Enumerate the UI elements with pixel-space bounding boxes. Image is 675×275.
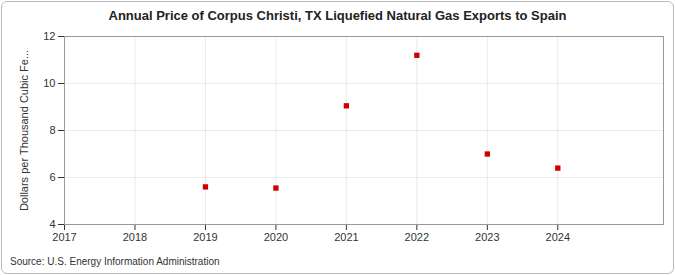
html-text:Annual Price of Corpus Christi: Annual Price of Corpus Christi, TX Lique… bbox=[108, 8, 567, 23]
svg-text:8: 8 bbox=[49, 124, 55, 136]
svg-text:2019: 2019 bbox=[193, 231, 217, 243]
svg-text:10: 10 bbox=[43, 77, 55, 89]
svg-text:2021: 2021 bbox=[334, 231, 358, 243]
svg-text:2022: 2022 bbox=[405, 231, 429, 243]
html-text:Source: U.S. Energy Informatio: Source: U.S. Energy Information Administ… bbox=[10, 256, 220, 267]
svg-text:2024: 2024 bbox=[546, 231, 570, 243]
svg-text:2017: 2017 bbox=[52, 231, 76, 243]
svg-text:2018: 2018 bbox=[123, 231, 147, 243]
svg-text:12: 12 bbox=[43, 30, 55, 42]
svg-text:6: 6 bbox=[49, 171, 55, 183]
svg-text:2023: 2023 bbox=[475, 231, 499, 243]
svg-text:Dollars per Thousand Cubic Fe.: Dollars per Thousand Cubic Fe... bbox=[18, 50, 30, 211]
svg-text:4: 4 bbox=[49, 218, 55, 230]
svg-text:2020: 2020 bbox=[264, 231, 288, 243]
